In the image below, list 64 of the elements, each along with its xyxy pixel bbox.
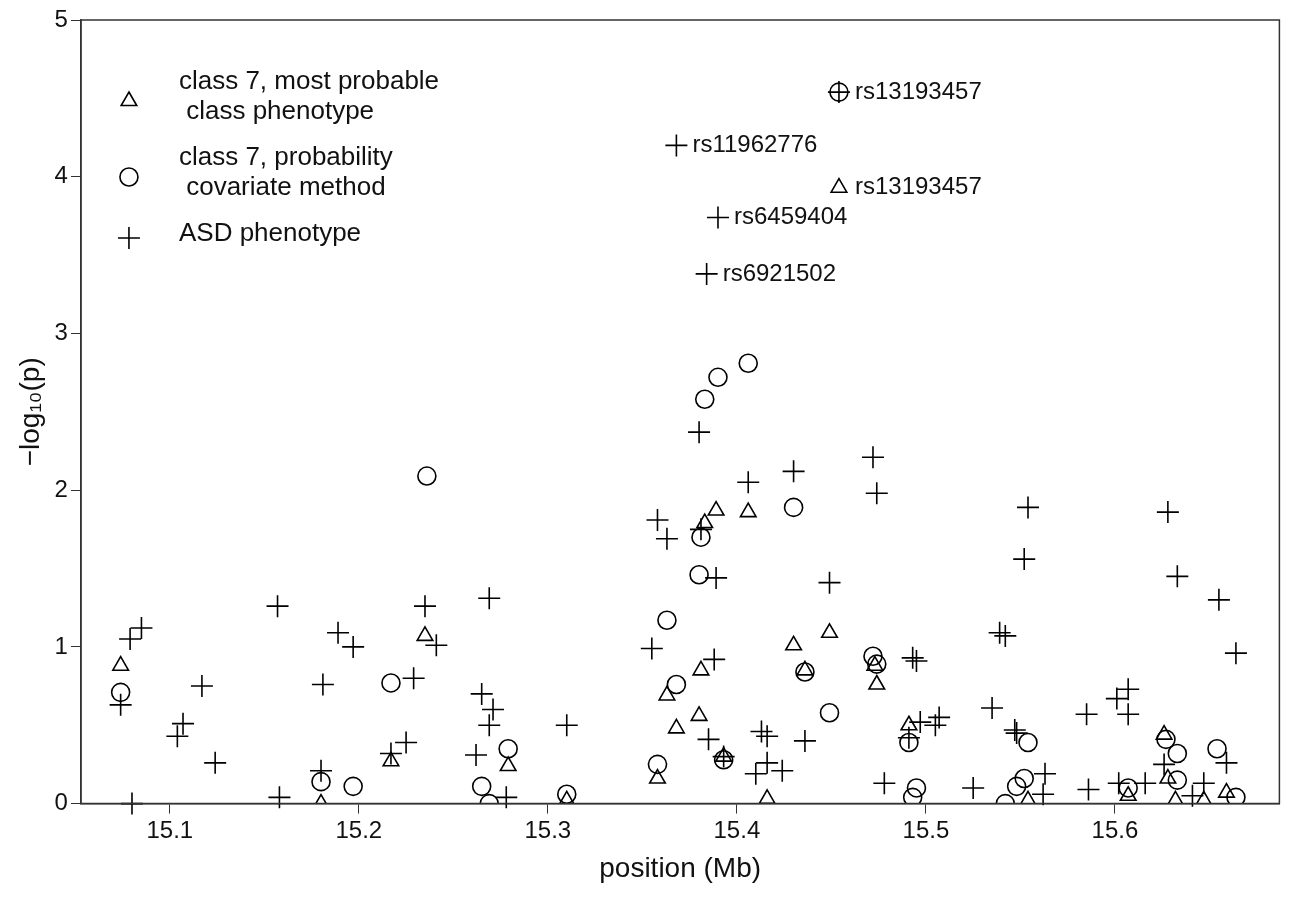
- point: [556, 784, 577, 804]
- point: [739, 502, 757, 518]
- point: [707, 500, 725, 516]
- x-tick-label: 15.1: [146, 815, 194, 843]
- point: [1155, 724, 1173, 740]
- point: [785, 635, 803, 651]
- point: [112, 655, 130, 671]
- point: [1167, 770, 1188, 790]
- point: [648, 768, 667, 784]
- x-tick-label: 15.4: [713, 815, 761, 843]
- y-tick-label: 1: [54, 631, 68, 659]
- point: [1226, 787, 1246, 804]
- point: [666, 674, 687, 695]
- point: [499, 756, 517, 772]
- point: [708, 367, 728, 388]
- point: [381, 673, 401, 693]
- point: [868, 674, 886, 690]
- annotation: rs13193457: [854, 76, 982, 104]
- point: [690, 706, 708, 722]
- y-tick-label: 3: [54, 318, 68, 346]
- annotation: rs11962776: [692, 130, 818, 157]
- point: [1207, 738, 1227, 759]
- point: [819, 702, 840, 723]
- point: [829, 82, 849, 102]
- point: [667, 718, 685, 734]
- point: [343, 776, 363, 797]
- x-tick-label: 15.3: [524, 815, 572, 843]
- point: [1014, 768, 1035, 789]
- x-tick-label: 15.5: [902, 815, 950, 843]
- point: [713, 749, 734, 770]
- point: [471, 776, 492, 797]
- annotation: rs6459404: [733, 202, 848, 230]
- point: [689, 564, 709, 585]
- point: [1167, 743, 1188, 764]
- point: [738, 353, 759, 374]
- point: [1217, 782, 1236, 798]
- point: [657, 610, 677, 631]
- y-tick-label: 0: [54, 788, 68, 816]
- y-tick-label: 5: [54, 4, 68, 32]
- point: [1006, 776, 1027, 797]
- x-tick-label: 15.6: [1091, 815, 1139, 843]
- legend-label: ASD phenotype: [178, 217, 362, 248]
- point: [647, 754, 668, 775]
- legend-label: class 7, most probable class phenotype: [178, 65, 440, 126]
- annotation: rs6921502: [722, 258, 837, 286]
- point: [863, 646, 883, 667]
- point: [795, 662, 815, 682]
- point: [1156, 729, 1176, 750]
- annotation: rs13193457: [854, 172, 982, 200]
- point: [906, 778, 927, 798]
- point: [417, 466, 437, 486]
- y-axis-title: −log₁₀(p): [13, 357, 45, 467]
- point: [820, 622, 839, 639]
- point: [783, 497, 804, 518]
- point: [658, 685, 676, 701]
- point: [498, 738, 518, 759]
- x-tick-label: 15.2: [335, 815, 383, 843]
- x-axis-title: position (Mb): [599, 851, 762, 883]
- point: [902, 787, 923, 804]
- legend-label: class 7, probability covariate method: [178, 141, 393, 202]
- y-tick-label: 2: [54, 474, 68, 502]
- point: [694, 389, 715, 410]
- point: [796, 660, 814, 676]
- y-tick-label: 4: [54, 161, 68, 189]
